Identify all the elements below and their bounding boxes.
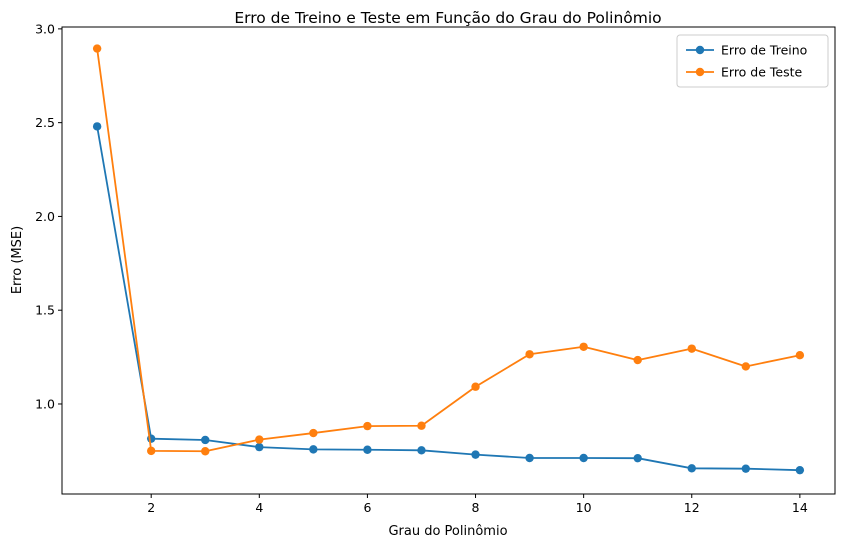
data-point <box>363 421 372 431</box>
data-point <box>795 351 805 360</box>
chart-title: Erro de Treino e Teste em Função do Grau… <box>234 9 661 27</box>
data-point <box>741 362 751 371</box>
x-tick-label: 4 <box>255 500 263 515</box>
data-point <box>633 453 642 463</box>
series-2 <box>92 44 805 456</box>
y-tick-label: 1.0 <box>35 396 55 411</box>
x-axis: 2 4 6 8 10 12 14 <box>147 494 808 515</box>
data-point <box>92 122 102 131</box>
legend-frame <box>676 34 829 88</box>
data-point <box>201 447 210 456</box>
data-point <box>579 342 588 351</box>
data-point <box>471 382 480 391</box>
x-tick-label: 2 <box>147 500 155 515</box>
data-point <box>579 453 588 463</box>
series-line <box>96 126 800 472</box>
data-point <box>201 435 210 445</box>
data-point <box>741 464 751 473</box>
data-point <box>525 350 534 359</box>
x-tick-label: 14 <box>792 500 808 515</box>
data-point <box>309 428 318 438</box>
plot-area <box>92 44 805 475</box>
y-axis-label: Erro (MSE) <box>10 226 25 294</box>
data-point <box>146 446 156 456</box>
data-point <box>255 435 264 444</box>
legend-label: Erro de Teste <box>721 65 803 80</box>
data-point <box>363 445 372 454</box>
data-point <box>417 446 426 455</box>
legend: Erro de Treino Erro de Teste <box>676 34 829 88</box>
data-point <box>687 344 696 353</box>
data-point <box>633 355 642 365</box>
data-point <box>795 465 805 475</box>
x-tick-label: 12 <box>684 500 700 515</box>
data-point <box>92 44 102 53</box>
y-tick-label: 2.5 <box>35 115 55 130</box>
plot-frame <box>61 26 836 495</box>
data-point <box>309 445 318 454</box>
data-point <box>471 450 480 459</box>
data-point <box>525 453 534 463</box>
legend-label: Erro de Treino <box>721 43 807 58</box>
x-tick-label: 6 <box>363 500 371 515</box>
y-tick-label: 2.0 <box>35 209 55 224</box>
x-tick-label: 8 <box>472 500 480 515</box>
x-axis-label: Grau do Polinômio <box>388 524 507 539</box>
data-point <box>255 442 264 452</box>
data-point <box>417 421 426 430</box>
y-tick-label: 3.0 <box>35 21 55 36</box>
series-1 <box>92 122 805 475</box>
x-tick-label: 10 <box>576 500 592 515</box>
data-point <box>687 464 696 473</box>
series-line <box>96 48 801 453</box>
y-axis: 1.0 1.5 2.0 2.5 3.0 <box>35 21 62 411</box>
legend-marker <box>695 67 705 77</box>
y-tick-label: 1.5 <box>35 303 55 318</box>
legend-marker <box>695 45 705 55</box>
